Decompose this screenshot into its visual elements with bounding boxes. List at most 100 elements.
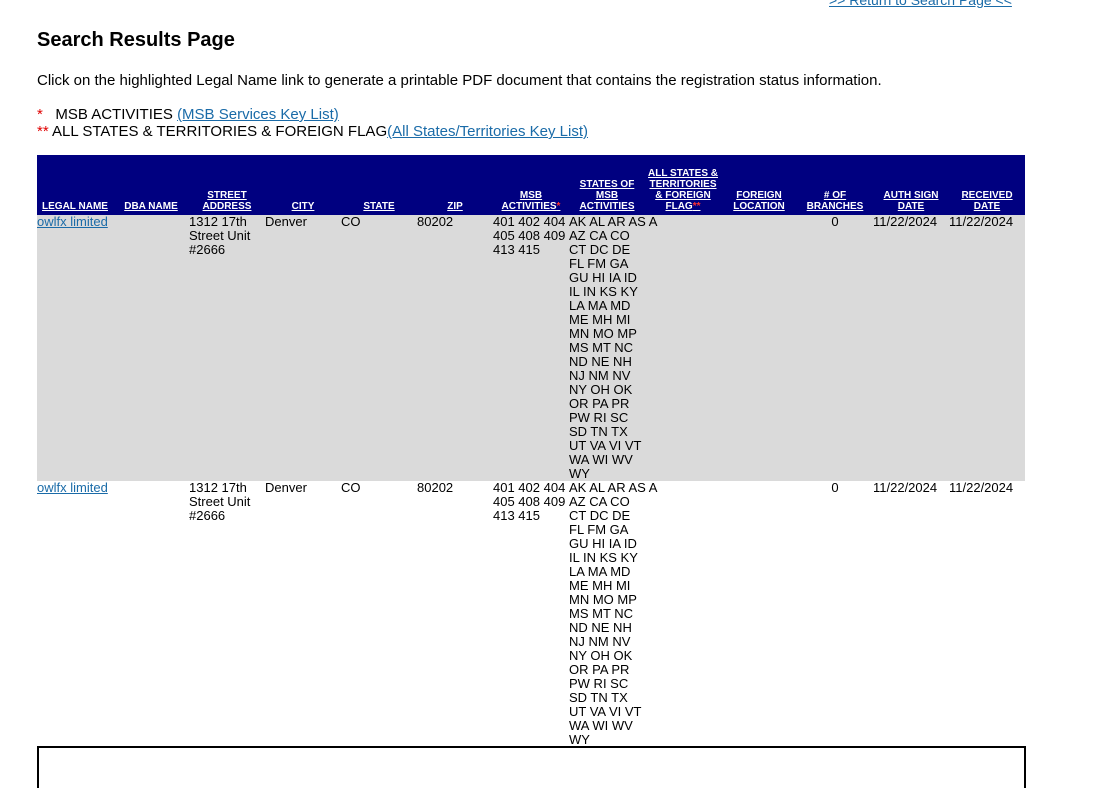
header-state[interactable]: STATE	[341, 155, 417, 215]
cell-zip: 80202	[417, 215, 493, 481]
states-line: FL FM GA	[569, 256, 629, 271]
states-line: CT DC DE	[569, 508, 631, 523]
cell-dba-name	[113, 215, 189, 481]
header-dba-name[interactable]: DBA NAME	[113, 155, 189, 215]
states-line: UT VA VI VT	[569, 704, 642, 719]
cell-branches: 0	[797, 215, 873, 481]
states-line: UT VA VI VT	[569, 438, 642, 453]
header-branches[interactable]: # OF BRANCHES	[797, 155, 873, 215]
page-title: Search Results Page	[37, 29, 235, 51]
next-section-box	[37, 746, 1026, 788]
header-foreign-location[interactable]: FOREIGN LOCATION	[721, 155, 797, 215]
header-state-label: STATE	[363, 201, 395, 212]
states-star-marker: **	[37, 123, 49, 140]
states-line: GU HI IA ID	[569, 536, 637, 551]
states-line: OR PA PR	[569, 396, 630, 411]
legal-name-link[interactable]: owlfx limited	[37, 480, 108, 495]
header-city[interactable]: CITY	[265, 155, 341, 215]
header-branches-label: # OF BRANCHES	[806, 190, 864, 212]
states-line: LA MA MD	[569, 298, 631, 313]
states-key-label: ALL STATES & TERRITORIES & FOREIGN FLAG	[52, 123, 388, 140]
states-line: CT DC DE	[569, 242, 631, 257]
cell-msb-activities: 401 402 404 405 408 409 413 415	[493, 481, 569, 747]
states-line: AZ CA CO	[569, 494, 630, 509]
header-legal-name[interactable]: LEGAL NAME	[37, 155, 113, 215]
header-city-label: CITY	[291, 201, 315, 212]
header-msb-activities-label: MSB ACTIVITIES	[501, 190, 557, 212]
header-states-of-msb-label: STATES OF MSB ACTIVITIES	[579, 179, 635, 212]
cell-state: CO	[341, 481, 417, 747]
header-all-states-label: ALL STATES & TERRITORIES & FOREIGN FLAG	[648, 168, 718, 212]
header-msb-star: *	[556, 201, 561, 212]
states-line: ND NE NH	[569, 620, 632, 635]
cell-city: Denver	[265, 215, 341, 481]
instructions-text: Click on the highlighted Legal Name link…	[37, 72, 882, 89]
header-states-of-msb[interactable]: STATES OF MSB ACTIVITIES	[569, 155, 645, 215]
cell-street-address: 1312 17th Street Unit #2666	[189, 215, 265, 481]
states-line: WA WI WV	[569, 718, 633, 733]
header-zip-label: ZIP	[447, 201, 463, 212]
header-zip[interactable]: ZIP	[417, 155, 493, 215]
cell-legal-name: owlfx limited	[37, 215, 113, 481]
cell-foreign-location	[721, 481, 797, 747]
results-header-row: LEGAL NAME DBA NAME STREET ADDRESS CITY …	[37, 155, 1025, 215]
states-line: LA MA MD	[569, 564, 631, 579]
cell-legal-name: owlfx limited	[37, 481, 113, 747]
states-line: GU HI IA ID	[569, 270, 637, 285]
msb-star-marker: *	[37, 106, 43, 123]
states-territories-key-link[interactable]: (All States/Territories Key List)	[387, 123, 588, 140]
cell-states-of-msb: AK AL AR AS A AZ CA CO CT DC DE FL FM GA…	[569, 480, 658, 747]
cell-street-address: 1312 17th Street Unit #2666	[189, 481, 265, 747]
header-street-address-label: STREET ADDRESS	[202, 190, 252, 212]
states-line: PW RI SC	[569, 676, 629, 691]
states-line: AK AL AR AS A	[569, 480, 658, 495]
header-msb-activities[interactable]: MSB ACTIVITIES*	[493, 155, 569, 215]
cell-branches: 0	[797, 481, 873, 747]
states-key: ** ALL STATES & TERRITORIES & FOREIGN FL…	[37, 123, 588, 140]
table-row: owlfx limited 1312 17th Street Unit #266…	[37, 481, 1025, 747]
states-line: SD TN TX	[569, 690, 628, 705]
cell-msb-activities: 401 402 404 405 408 409 413 415	[493, 215, 569, 481]
states-line: NY OH OK	[569, 648, 633, 663]
cell-all-states	[645, 215, 721, 481]
states-line: AZ CA CO	[569, 228, 630, 243]
return-to-search-link[interactable]: >> Return to Search Page <<	[829, 0, 1012, 8]
states-line: FL FM GA	[569, 522, 629, 537]
cell-state: CO	[341, 215, 417, 481]
header-dba-name-label: DBA NAME	[124, 201, 178, 212]
msb-activities-label: MSB ACTIVITIES	[55, 106, 173, 123]
header-received-date-label: RECEIVED DATE	[961, 190, 1013, 212]
states-line: ND NE NH	[569, 354, 632, 369]
states-line: IL IN KS KY	[569, 284, 638, 299]
cell-states-of-msb: AK AL AR AS A AZ CA CO CT DC DE FL FM GA…	[569, 214, 658, 481]
header-legal-name-label: LEGAL NAME	[42, 201, 108, 212]
states-line: NJ NM NV	[569, 368, 631, 383]
cell-dba-name	[113, 481, 189, 747]
states-line: MN MO MP	[569, 326, 637, 341]
msb-activities-key: * MSB ACTIVITIES (MSB Services Key List)	[37, 106, 339, 123]
states-line: OR PA PR	[569, 662, 630, 677]
msb-services-key-link[interactable]: (MSB Services Key List)	[177, 106, 339, 123]
header-auth-sign-date[interactable]: AUTH SIGN DATE	[873, 155, 949, 215]
cell-auth-sign-date: 11/22/2024	[873, 215, 949, 481]
states-line: AK AL AR AS A	[569, 214, 658, 229]
states-line: MN MO MP	[569, 592, 637, 607]
states-line: SD TN TX	[569, 424, 628, 439]
states-line: WA WI WV	[569, 452, 633, 467]
cell-foreign-location	[721, 215, 797, 481]
legal-name-link[interactable]: owlfx limited	[37, 214, 108, 229]
states-line: MS MT NC	[569, 606, 634, 621]
header-auth-sign-date-label: AUTH SIGN DATE	[883, 190, 939, 212]
states-line: IL IN KS KY	[569, 550, 638, 565]
results-table: LEGAL NAME DBA NAME STREET ADDRESS CITY …	[37, 155, 1025, 747]
states-line: WY	[569, 732, 590, 747]
states-line: NJ NM NV	[569, 634, 631, 649]
cell-all-states	[645, 481, 721, 747]
header-received-date[interactable]: RECEIVED DATE	[949, 155, 1025, 215]
header-street-address[interactable]: STREET ADDRESS	[189, 155, 265, 215]
cell-received-date: 11/22/2024	[949, 481, 1025, 747]
states-line: PW RI SC	[569, 410, 629, 425]
header-all-states[interactable]: ALL STATES & TERRITORIES & FOREIGN FLAG*…	[645, 155, 721, 215]
states-line: ME MH MI	[569, 578, 631, 593]
states-line: WY	[569, 466, 590, 481]
